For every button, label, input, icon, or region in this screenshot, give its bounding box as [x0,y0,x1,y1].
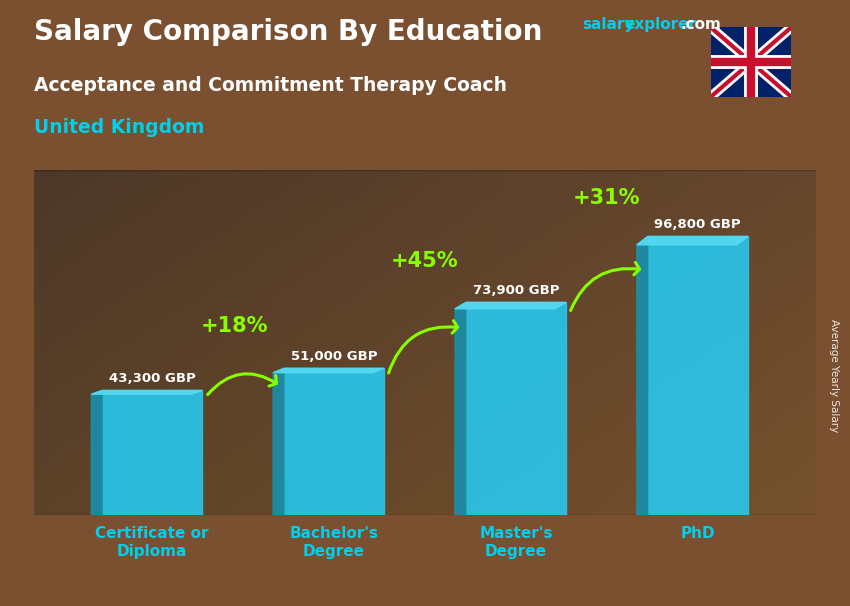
Text: 51,000 GBP: 51,000 GBP [291,350,377,362]
Bar [102,390,202,515]
Text: 96,800 GBP: 96,800 GBP [654,218,741,231]
Text: Average Yearly Salary: Average Yearly Salary [829,319,839,432]
Text: .com: .com [680,17,721,32]
Text: +45%: +45% [391,251,459,271]
Polygon shape [273,368,384,373]
Polygon shape [455,302,566,309]
Text: Acceptance and Commitment Therapy Coach: Acceptance and Commitment Therapy Coach [34,76,507,95]
Text: 43,300 GBP: 43,300 GBP [109,371,196,385]
Polygon shape [91,390,102,515]
Polygon shape [273,368,284,515]
Text: +18%: +18% [201,316,268,336]
Text: 73,900 GBP: 73,900 GBP [473,284,559,296]
Polygon shape [91,390,202,394]
Bar [284,368,384,515]
Text: United Kingdom: United Kingdom [34,118,204,137]
Bar [466,302,566,515]
Polygon shape [455,302,466,515]
Polygon shape [637,236,748,245]
Text: explorer: explorer [625,17,697,32]
Bar [648,236,748,515]
Polygon shape [637,236,648,515]
Text: +31%: +31% [573,188,641,208]
Text: salary: salary [582,17,635,32]
Text: Salary Comparison By Education: Salary Comparison By Education [34,18,542,46]
